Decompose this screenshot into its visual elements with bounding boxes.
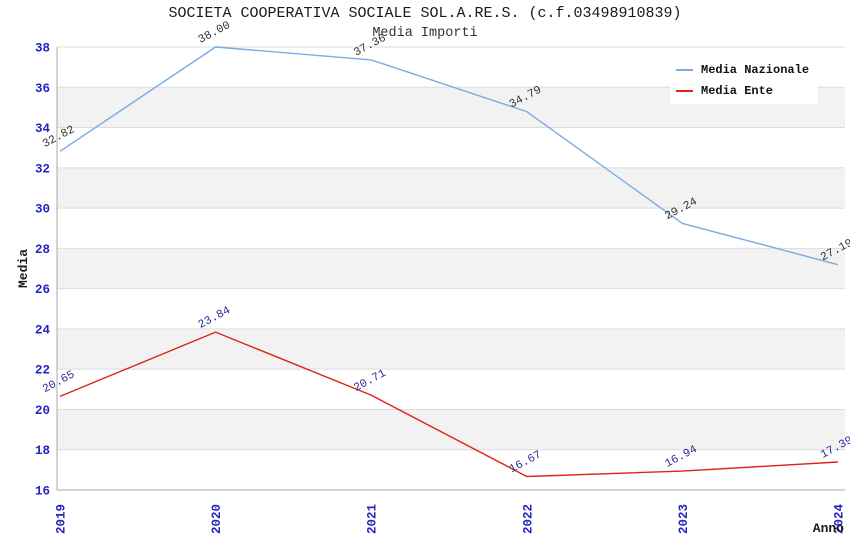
x-tick-label: 2019	[55, 504, 69, 534]
x-tick-label: 2023	[677, 504, 691, 534]
plot-band	[57, 127, 845, 168]
plot-band	[57, 369, 845, 410]
x-tick-label: 2021	[366, 504, 380, 534]
y-tick-label: 28	[35, 243, 50, 257]
y-tick-label: 32	[35, 162, 50, 176]
x-tick-label: 2020	[210, 504, 224, 534]
legend-label: Media Nazionale	[701, 62, 810, 77]
y-tick-label: 26	[35, 283, 50, 297]
legend-swatch	[676, 68, 693, 71]
legend-item: Media Nazionale	[676, 59, 818, 80]
y-tick-label: 20	[35, 404, 50, 418]
plot-band	[57, 248, 845, 289]
plot-band	[57, 208, 845, 249]
plot-band	[57, 288, 845, 329]
plot-band	[57, 409, 845, 450]
legend-swatch	[676, 89, 693, 92]
plot-band	[57, 167, 845, 209]
x-tick-label: 2022	[521, 504, 535, 534]
legend-item: Media Ente	[676, 80, 818, 101]
plot-band	[57, 328, 845, 370]
y-axis-title: Media	[16, 249, 31, 288]
y-tick-label: 16	[35, 485, 50, 499]
y-tick-label: 38	[35, 42, 50, 56]
y-tick-label: 34	[35, 122, 51, 136]
y-tick-label: 22	[35, 364, 50, 378]
chart-legend: Media Nazionale Media Ente	[670, 56, 818, 104]
legend-label: Media Ente	[701, 83, 774, 98]
x-axis-title: Anno	[813, 521, 844, 536]
series-line	[59, 331, 839, 478]
y-tick-label: 24	[35, 323, 51, 337]
x-tick-label: 2024	[833, 503, 847, 534]
y-tick-label: 36	[35, 82, 50, 96]
data-label: 38.00	[196, 19, 233, 47]
chart-subtitle: Media Importi	[372, 26, 478, 41]
chart-title: SOCIETA COOPERATIVA SOCIALE SOL.A.RE.S. …	[168, 5, 682, 22]
plot-band	[57, 449, 845, 490]
y-tick-label: 18	[35, 444, 50, 458]
series-line	[59, 46, 839, 266]
y-tick-label: 30	[35, 203, 50, 217]
